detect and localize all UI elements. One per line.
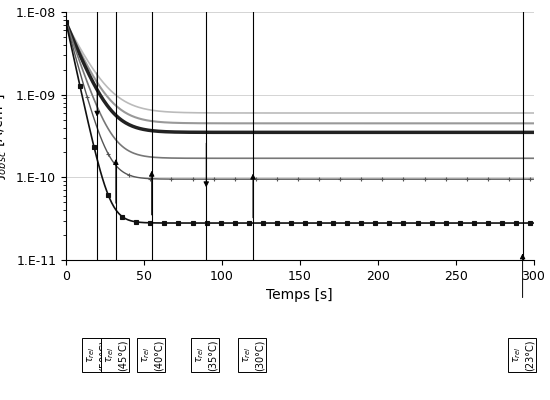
- Text: $\tau_{rel}$
(30°C): $\tau_{rel}$ (30°C): [241, 339, 265, 371]
- Text: $\tau_{rel}$
(40°C): $\tau_{rel}$ (40°C): [140, 339, 163, 371]
- Text: $\tau_{rel}$
(50°C): $\tau_{rel}$ (50°C): [85, 339, 109, 371]
- Text: $\tau_{rel}$
(45°C): $\tau_{rel}$ (45°C): [104, 339, 128, 371]
- Text: $\tau_{rel}$
(35°C): $\tau_{rel}$ (35°C): [195, 339, 218, 371]
- X-axis label: Temps [s]: Temps [s]: [266, 288, 333, 302]
- Text: $\tau_{rel}$
(23°C): $\tau_{rel}$ (23°C): [511, 339, 534, 371]
- Y-axis label: J$_{obsc}$ [A/cm$^2$]: J$_{obsc}$ [A/cm$^2$]: [0, 93, 10, 179]
